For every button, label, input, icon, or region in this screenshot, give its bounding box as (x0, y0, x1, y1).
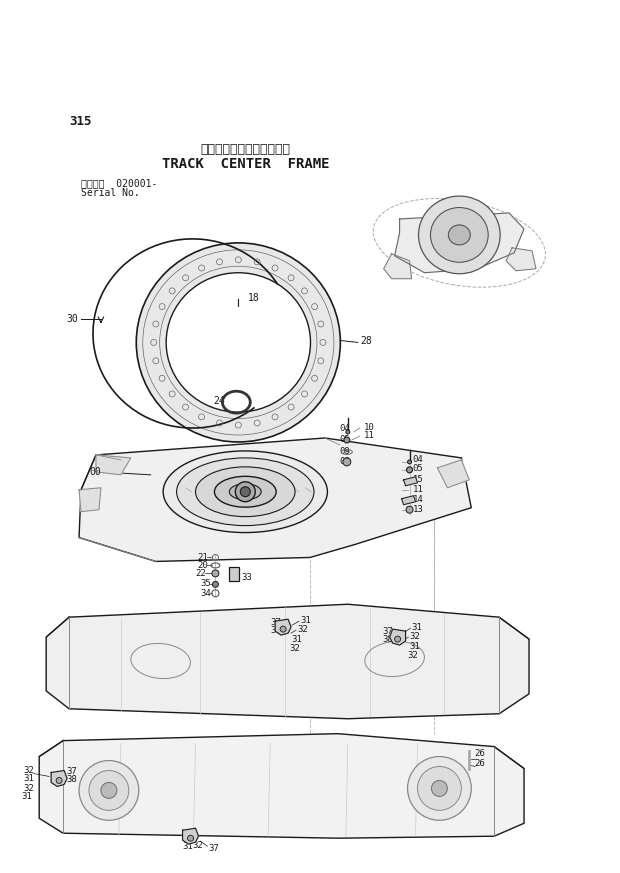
Polygon shape (96, 455, 131, 475)
Polygon shape (51, 771, 67, 787)
Text: 00: 00 (89, 467, 100, 477)
Circle shape (241, 487, 250, 497)
Text: 26: 26 (474, 759, 485, 768)
Text: 31: 31 (24, 774, 34, 783)
Text: 31: 31 (291, 635, 302, 643)
Text: 08: 08 (340, 457, 351, 466)
Circle shape (407, 467, 412, 473)
Text: 13: 13 (412, 505, 423, 514)
Text: 10: 10 (364, 423, 374, 431)
Text: 18: 18 (248, 292, 260, 303)
Circle shape (344, 437, 350, 443)
Text: 34: 34 (200, 588, 211, 598)
Text: 32: 32 (24, 766, 34, 775)
Circle shape (432, 780, 448, 796)
Circle shape (213, 581, 218, 588)
Polygon shape (402, 496, 415, 505)
Circle shape (407, 460, 412, 464)
Circle shape (212, 570, 219, 577)
Polygon shape (404, 477, 417, 485)
Text: 15: 15 (412, 475, 423, 485)
Text: 32: 32 (289, 643, 300, 652)
Text: 37: 37 (270, 618, 281, 627)
Ellipse shape (418, 196, 500, 274)
Text: 38: 38 (66, 775, 77, 784)
Text: 04: 04 (412, 456, 423, 464)
Circle shape (343, 458, 351, 466)
Polygon shape (39, 733, 524, 838)
Text: 31: 31 (300, 615, 311, 625)
Text: 32: 32 (193, 841, 203, 849)
Polygon shape (384, 254, 412, 278)
Text: Serial No.: Serial No. (81, 188, 140, 198)
Text: 37: 37 (66, 767, 77, 776)
Circle shape (101, 782, 117, 799)
Ellipse shape (448, 225, 471, 244)
Ellipse shape (195, 467, 295, 517)
Ellipse shape (136, 243, 340, 442)
Ellipse shape (177, 458, 314, 526)
Circle shape (407, 757, 471, 821)
Text: 37: 37 (208, 843, 219, 853)
Circle shape (188, 835, 193, 842)
Polygon shape (506, 248, 536, 271)
Bar (229, 567, 239, 581)
Circle shape (79, 760, 139, 821)
Text: 24: 24 (213, 396, 225, 406)
Polygon shape (275, 619, 291, 635)
Polygon shape (394, 213, 524, 272)
Text: 05: 05 (412, 464, 423, 473)
Text: 31: 31 (410, 642, 420, 650)
Text: 22: 22 (195, 569, 206, 578)
Circle shape (417, 766, 461, 810)
Circle shape (346, 430, 350, 434)
Ellipse shape (166, 272, 311, 412)
Circle shape (56, 778, 62, 783)
Text: 30: 30 (66, 313, 78, 324)
Text: 11: 11 (364, 430, 374, 439)
Polygon shape (182, 828, 198, 844)
Ellipse shape (215, 477, 276, 507)
Text: 04: 04 (340, 423, 351, 432)
Polygon shape (389, 629, 405, 645)
Text: 適用号機  020001-: 適用号機 020001- (81, 178, 157, 189)
Polygon shape (79, 488, 101, 512)
Text: 21: 21 (198, 553, 208, 562)
Text: 33: 33 (241, 573, 252, 582)
Text: 31: 31 (21, 792, 32, 801)
Text: 28: 28 (361, 336, 373, 347)
Text: 20: 20 (198, 561, 208, 570)
Polygon shape (438, 460, 469, 488)
Text: 11: 11 (412, 485, 423, 494)
Text: 38: 38 (270, 626, 281, 635)
Text: 32: 32 (297, 625, 308, 634)
Ellipse shape (430, 208, 488, 262)
Text: 09: 09 (340, 448, 351, 457)
Text: 315: 315 (69, 115, 92, 128)
Ellipse shape (229, 484, 261, 499)
Text: 31: 31 (182, 842, 193, 850)
Text: 37: 37 (383, 627, 394, 636)
Polygon shape (79, 438, 471, 561)
Text: TRACK  CENTER  FRAME: TRACK CENTER FRAME (162, 157, 329, 171)
Text: 38: 38 (383, 635, 394, 643)
Text: 31: 31 (412, 622, 422, 632)
Text: 32: 32 (407, 650, 419, 659)
Circle shape (236, 482, 255, 502)
Circle shape (394, 636, 401, 642)
Ellipse shape (163, 451, 327, 533)
Circle shape (406, 506, 413, 513)
Text: 14: 14 (412, 495, 423, 505)
Circle shape (89, 771, 129, 810)
Text: トラックセンターフレーム: トラックセンターフレーム (200, 143, 290, 155)
Circle shape (280, 626, 286, 632)
Text: 05: 05 (340, 436, 351, 444)
Polygon shape (46, 604, 529, 718)
Text: 35: 35 (200, 579, 211, 588)
Text: 32: 32 (24, 784, 34, 793)
Text: 26: 26 (474, 749, 485, 758)
Text: 32: 32 (410, 631, 420, 641)
